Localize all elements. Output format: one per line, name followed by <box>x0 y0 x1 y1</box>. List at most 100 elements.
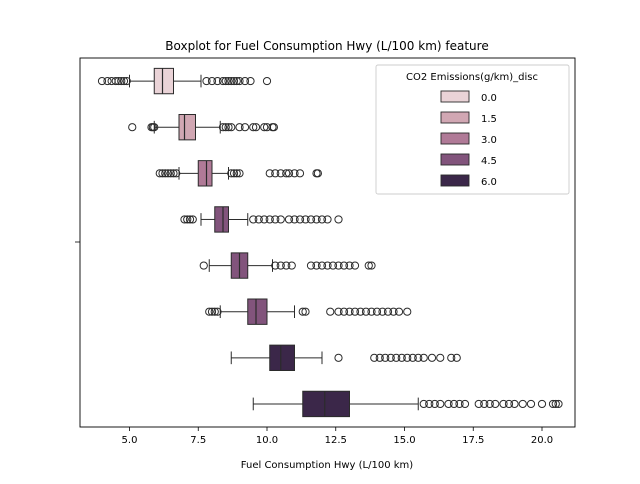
outlier-point <box>232 76 241 86</box>
x-axis: 5.0 7.5 10.0 12.5 15.0 17.5 20.0 <box>122 427 553 446</box>
outlier-point <box>205 307 214 316</box>
outlier-point <box>317 215 327 224</box>
outlier-point <box>166 169 175 178</box>
outlier-point <box>537 399 547 409</box>
outlier-point <box>312 215 321 224</box>
outlier-point <box>207 76 217 86</box>
box <box>302 390 350 418</box>
box <box>153 67 174 95</box>
box-group <box>205 298 412 325</box>
outlier-point <box>235 169 244 178</box>
outlier-point <box>317 261 327 270</box>
outlier-point <box>202 76 211 86</box>
outlier-point <box>229 76 239 86</box>
plot-frame <box>79 57 576 428</box>
outlier-point <box>235 76 244 86</box>
outlier-point <box>408 353 417 362</box>
outlier-point <box>403 353 412 362</box>
outlier-point <box>276 215 285 224</box>
box-group <box>97 67 272 95</box>
outlier-point <box>312 261 321 270</box>
outlier-point <box>271 215 280 224</box>
outlier-point <box>449 399 459 409</box>
outlier-point <box>282 169 291 178</box>
outlier-point <box>284 215 294 224</box>
outlier-point <box>403 307 412 316</box>
outlier-point <box>386 353 395 362</box>
box <box>178 114 196 141</box>
outlier-point <box>158 169 167 178</box>
box <box>269 344 295 371</box>
outlier-point <box>229 169 239 178</box>
outlier-point <box>235 123 244 132</box>
outlier-point <box>447 353 456 362</box>
box-group <box>199 252 376 279</box>
x-tick-label: 10.0 <box>256 435 278 446</box>
outlier-point <box>419 353 428 362</box>
outlier-point <box>361 307 371 316</box>
outlier-point <box>334 261 343 270</box>
outlier-point <box>254 215 263 224</box>
outlier-point <box>260 215 269 224</box>
outlier-point <box>172 169 181 178</box>
legend-entry-label: 6.0 <box>481 177 497 188</box>
outlier-point <box>389 307 398 316</box>
outlier-point <box>284 169 294 178</box>
outlier-point <box>419 399 428 409</box>
outlier-point <box>207 307 217 316</box>
outlier-point <box>370 353 379 362</box>
outlier-point <box>455 399 464 409</box>
outlier-point <box>364 261 373 270</box>
outlier-point <box>119 76 129 86</box>
outlier-point <box>328 261 338 270</box>
legend: CO2 Emissions(g/km)_disc 0.0 1.5 3.0 4.5 6.0 <box>375 64 570 195</box>
outlier-point <box>128 123 137 132</box>
outlier-point <box>103 76 112 86</box>
outlier-point <box>224 76 233 86</box>
outlier-point <box>430 399 439 409</box>
outlier-point <box>334 215 343 224</box>
outlier-point <box>290 215 299 224</box>
outlier-point <box>504 399 514 409</box>
outlier-point <box>392 353 401 362</box>
outlier-point <box>339 307 349 316</box>
outlier-point <box>323 215 332 224</box>
legend-swatch <box>440 174 470 187</box>
outlier-point <box>499 399 508 409</box>
outlier-point <box>161 169 170 178</box>
outlier-point <box>375 353 384 362</box>
outlier-point <box>107 76 116 86</box>
legend-entry-label: 0.0 <box>481 93 497 104</box>
outlier-point <box>218 76 228 86</box>
outlier-point <box>397 353 406 362</box>
outlier-point <box>367 307 376 316</box>
box <box>247 298 268 325</box>
legend-swatch <box>440 132 470 145</box>
outlier-point <box>326 307 335 316</box>
outlier-point <box>97 76 107 86</box>
outlier-point <box>427 353 437 362</box>
outlier-point <box>367 261 376 270</box>
outlier-point <box>169 169 178 178</box>
box-group <box>230 344 461 371</box>
outlier-point <box>306 261 316 270</box>
outlier-point <box>224 123 233 132</box>
outlier-point <box>554 399 563 409</box>
x-tick-label: 15.0 <box>393 435 415 446</box>
x-tick-label: 12.5 <box>325 435 347 446</box>
legend-entry-label: 4.5 <box>481 156 497 167</box>
legend-frame <box>375 64 570 195</box>
outlier-point <box>271 169 280 178</box>
outlier-point <box>218 123 228 132</box>
outlier-point <box>295 215 305 224</box>
outlier-point <box>394 307 404 316</box>
box <box>197 160 213 187</box>
outlier-point <box>474 399 483 409</box>
outlier-point <box>323 261 332 270</box>
outlier-point <box>232 169 241 178</box>
outlier-point <box>356 307 365 316</box>
outlier-point <box>150 123 159 132</box>
outlier-point <box>221 76 230 86</box>
